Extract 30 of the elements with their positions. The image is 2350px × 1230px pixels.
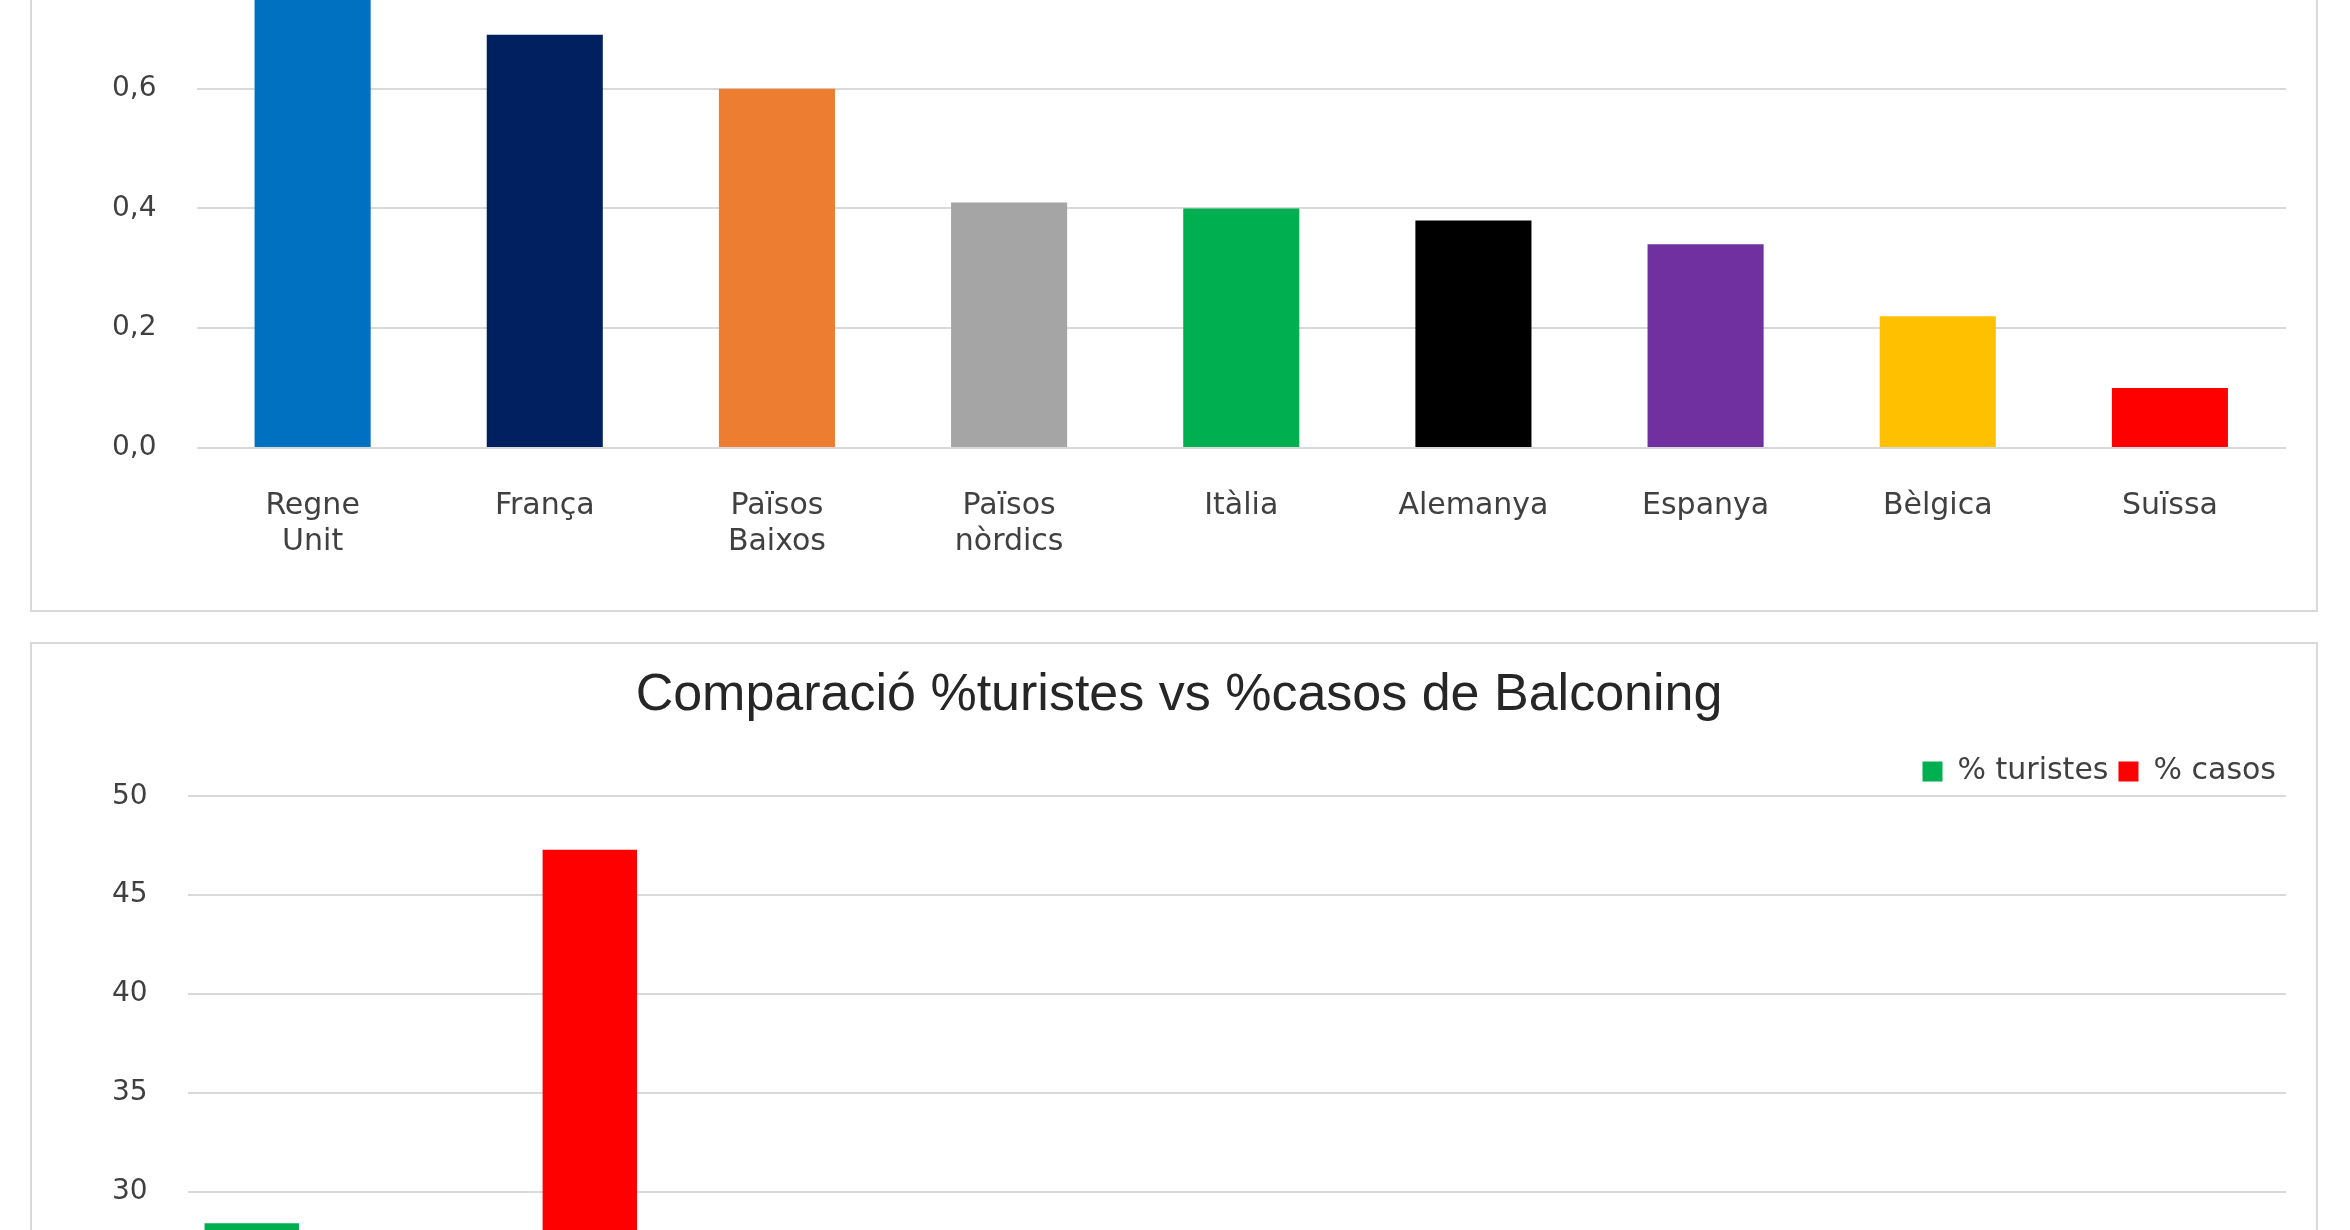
bar <box>486 34 603 447</box>
y-tick-label: 0,0 <box>112 429 157 463</box>
x-tick-label: Bèlgica <box>1882 485 1993 521</box>
y-tick-label: 50 <box>111 777 148 811</box>
y-tick-label: 0,2 <box>112 309 157 343</box>
x-tick-label: Itàlia <box>1204 485 1279 521</box>
bar <box>718 88 835 447</box>
bar <box>1415 220 1532 447</box>
chart-title: Comparació %turistes vs %casos de Balconing <box>635 662 1723 721</box>
x-tick-label: Regne Unit <box>265 485 360 557</box>
y-tick-label: 30 <box>111 1172 148 1206</box>
bar <box>254 0 371 447</box>
x-tick-label: Espanya <box>1642 485 1770 521</box>
legend-label: % turistes <box>1957 751 2109 787</box>
bar <box>2111 388 2228 447</box>
x-tick-label: Suïssa <box>2121 485 2218 521</box>
y-tick-label: 45 <box>111 876 148 910</box>
y-tick-label: 0,6 <box>112 69 157 103</box>
bar <box>1879 316 1996 447</box>
x-tick-label: Alemanya <box>1398 485 1549 521</box>
y-tick-label: 40 <box>111 975 148 1009</box>
bar <box>951 202 1068 447</box>
x-tick-label: Països nòrdics <box>954 485 1064 557</box>
legend-label: % casos <box>2153 751 2277 787</box>
bar <box>1183 208 1300 447</box>
y-tick-label: 35 <box>111 1074 148 1108</box>
bar <box>1647 244 1764 447</box>
y-tick-label: 0,4 <box>112 189 157 223</box>
x-tick-label: Països Baixos <box>727 485 826 557</box>
x-tick-label: França <box>494 485 595 521</box>
